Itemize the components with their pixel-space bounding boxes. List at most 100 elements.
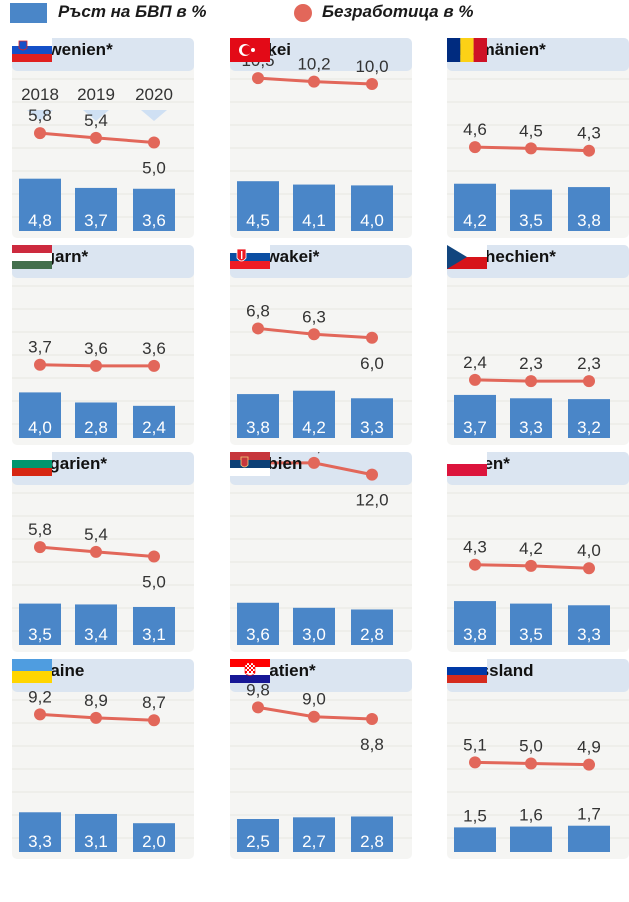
unemployment-point <box>366 78 378 90</box>
gdp-bar <box>568 399 610 438</box>
country-panel: 2018 2019 2020 4,8 3,7 3,6 5,8 5,4 5,0 Slowenien* <box>12 38 194 238</box>
unemployment-value-label: 4,0 <box>577 541 601 560</box>
country-chart: 3,8 4,2 3,3 6,8 6,3 6,0 <box>230 245 412 445</box>
gdp-bar <box>568 605 610 645</box>
panel-background <box>230 452 412 652</box>
panel-header <box>230 659 412 692</box>
unemployment-value-label: 6,3 <box>302 307 326 326</box>
unemployment-value-label: 10,0 <box>355 57 388 76</box>
gdp-value-label: 2,5 <box>246 832 270 851</box>
gdp-bar <box>133 188 175 231</box>
gdp-legend-swatch <box>10 3 47 23</box>
country-panel: 3,83,53,34,34,24,0Polen* <box>447 452 629 652</box>
gdp-value-label: 4,2 <box>463 211 487 230</box>
unemployment-value-label: 8,9 <box>84 691 108 710</box>
unemployment-value-label: 4,2 <box>519 539 543 558</box>
unemployment-point <box>90 359 102 372</box>
unemployment-point <box>148 714 160 727</box>
gdp-value-label: 3,6 <box>246 625 270 644</box>
country-chart: 4,0 2,8 2,4 3,7 3,6 3,6 <box>12 245 194 445</box>
gdp-value-label: 3,5 <box>519 211 543 230</box>
gdp-bar <box>19 812 61 852</box>
gdp-value-label: 3,7 <box>84 211 108 230</box>
unemployment-value-label: 8,7 <box>142 693 166 712</box>
unemployment-value-label: 5,8 <box>28 520 52 539</box>
unemployment-point <box>148 136 160 149</box>
croatia-flag-icon <box>230 659 270 683</box>
unemployment-point <box>252 322 264 335</box>
unemployment-value-label: 4,3 <box>577 124 601 143</box>
unemployment-point <box>583 375 595 388</box>
unemployment-point <box>34 358 46 371</box>
unemployment-point <box>90 131 102 144</box>
gdp-value-label: 3,3 <box>28 832 52 851</box>
gdp-value-label: 4,5 <box>246 211 270 230</box>
gdp-value-label: 1,7 <box>577 805 601 824</box>
country-panel: 1,5 1,6 1,7 5,1 5,0 4,9 Russland <box>447 659 629 859</box>
gdp-bar <box>75 187 117 231</box>
unemployment-point <box>469 558 481 571</box>
country-chart: 2018 2019 2020 4,8 3,7 3,6 5,8 5,4 5,0 <box>12 38 194 238</box>
unemployment-value-label: 5,8 <box>28 106 52 125</box>
unemployment-point <box>469 373 481 386</box>
panel-background <box>447 659 629 859</box>
gdp-bar <box>75 402 117 438</box>
gdp-bar <box>510 398 552 438</box>
panel-header <box>447 452 629 485</box>
gdp-value-label: 4,0 <box>360 211 384 230</box>
country-chart: 1,5 1,6 1,7 5,1 5,0 4,9 <box>447 659 629 859</box>
country-chart: 3,3 3,1 2,0 9,2 8,9 8,7 <box>12 659 194 859</box>
gdp-bar <box>293 390 335 438</box>
gdp-value-label: 3,1 <box>84 832 108 851</box>
country-chart: 4,2 3,5 3,8 4,6 4,5 4,3 <box>447 38 629 238</box>
unemployment-value-label: 9,8 <box>246 680 270 699</box>
gdp-bar <box>19 392 61 438</box>
panel-background <box>12 659 194 859</box>
country-chart: 3,63,02,813,013,012,0 <box>230 452 412 652</box>
unemployment-point <box>34 127 46 140</box>
unemployment-point <box>583 758 595 771</box>
unemployment-value-label: 4,9 <box>577 738 601 757</box>
unemployment-value-label: 4,3 <box>463 538 487 557</box>
unemployment-value-label: 3,6 <box>142 339 166 358</box>
unemployment-value-label: 3,6 <box>84 339 108 358</box>
panel-header <box>12 245 194 278</box>
gdp-bar <box>510 826 552 852</box>
gdp-value-label: 2,0 <box>142 832 166 851</box>
unemployment-value-label: 5,0 <box>142 573 166 592</box>
country-panel: 4,0 2,8 2,4 3,7 3,6 3,6 Ungarn* <box>12 245 194 445</box>
gdp-value-label: 1,5 <box>463 806 487 825</box>
gdp-value-label: 3,3 <box>519 418 543 437</box>
gdp-value-label: 4,0 <box>28 418 52 437</box>
gdp-value-label: 3,8 <box>463 625 487 644</box>
unemployment-value-label: 13,0 <box>297 452 330 455</box>
unemployment-point <box>308 75 320 88</box>
unemployment-point <box>583 144 595 157</box>
year-marker <box>27 110 53 121</box>
gdp-value-label: 2,8 <box>360 625 384 644</box>
panel-header <box>447 659 629 692</box>
panel-header <box>230 38 412 71</box>
gdp-value-label: 3,5 <box>28 625 52 644</box>
gdp-bar <box>351 609 393 645</box>
gdp-bar <box>510 603 552 645</box>
unemployment-value-label: 2,3 <box>577 354 601 373</box>
unemployment-value-label: 3,7 <box>28 338 52 357</box>
year-label: 2018 <box>21 85 59 104</box>
gdp-bar <box>293 817 335 852</box>
gdp-bar <box>454 394 496 438</box>
panel-header <box>447 38 629 71</box>
gdp-value-label: 4,1 <box>302 211 326 230</box>
country-chart: 4,54,14,010,510,210,0 <box>230 38 412 238</box>
unemployment-point <box>525 142 537 155</box>
unemployment-value-label: 2,4 <box>463 353 487 372</box>
unemployment-point <box>34 708 46 721</box>
gdp-value-label: 2,8 <box>360 832 384 851</box>
gdp-value-label: 3,1 <box>142 625 166 644</box>
gdp-bar <box>454 601 496 645</box>
unemployment-point <box>366 713 378 726</box>
country-panel: 3,3 3,1 2,0 9,2 8,9 8,7 Ukraine <box>12 659 194 859</box>
gdp-value-label: 4,2 <box>302 418 326 437</box>
unemployment-value-label: 5,4 <box>84 111 108 130</box>
